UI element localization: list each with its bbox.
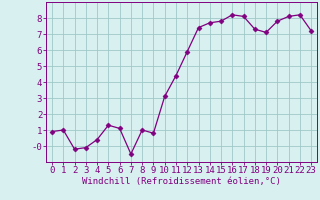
- X-axis label: Windchill (Refroidissement éolien,°C): Windchill (Refroidissement éolien,°C): [82, 177, 281, 186]
